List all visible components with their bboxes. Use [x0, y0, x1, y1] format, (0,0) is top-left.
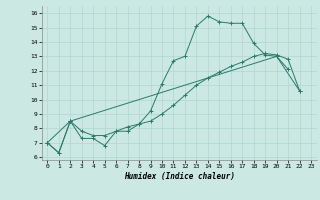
X-axis label: Humidex (Indice chaleur): Humidex (Indice chaleur)	[124, 172, 235, 181]
